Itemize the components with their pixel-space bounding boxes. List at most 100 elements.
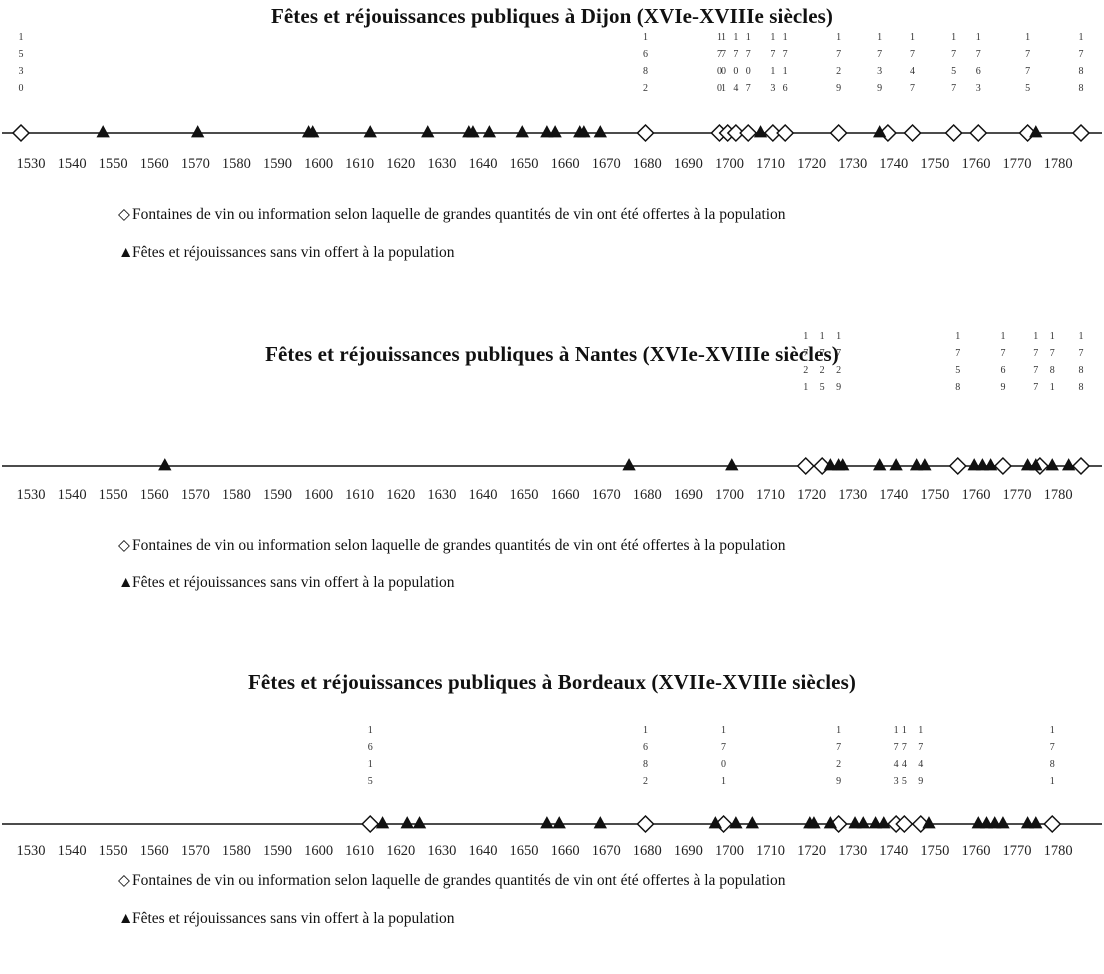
year-annotation-digit: 9 bbox=[836, 382, 841, 393]
year-annotation-digit: 4 bbox=[910, 66, 915, 77]
x-tick-label: 1680 bbox=[633, 487, 662, 503]
celebration-point bbox=[548, 125, 562, 138]
year-annotation-digit: 4 bbox=[733, 83, 738, 94]
celebration-point bbox=[922, 816, 936, 829]
x-tick-label: 1690 bbox=[674, 156, 703, 172]
celebration-point bbox=[593, 816, 607, 829]
year-annotation-digit: 0 bbox=[717, 83, 722, 94]
year-annotation-digit: 6 bbox=[976, 66, 981, 77]
year-annotation-digit: 1 bbox=[643, 32, 648, 43]
year-annotation-digit: 1 bbox=[803, 331, 808, 342]
x-tick-label: 1690 bbox=[674, 487, 703, 503]
year-annotation-digit: 2 bbox=[836, 759, 841, 770]
x-tick-label: 1640 bbox=[468, 156, 497, 172]
year-annotation-digit: 1 bbox=[643, 725, 648, 736]
x-tick-label: 1740 bbox=[879, 487, 908, 503]
year-annotation: 1700 bbox=[717, 32, 722, 94]
diamond-icon: ◇ bbox=[118, 537, 130, 554]
wine-fountain-point bbox=[969, 123, 988, 143]
x-tick-label: 1570 bbox=[181, 156, 210, 172]
year-annotation-digit: 7 bbox=[1050, 742, 1055, 753]
year-annotation-digit: 1 bbox=[368, 725, 373, 736]
x-tick-label: 1650 bbox=[510, 487, 539, 503]
x-tick-label: 1740 bbox=[879, 843, 908, 859]
year-annotation-digit: 7 bbox=[1000, 348, 1005, 359]
x-tick-label: 1760 bbox=[961, 843, 990, 859]
celebration-point bbox=[552, 816, 566, 829]
celebration-point bbox=[856, 816, 870, 829]
legend-wine-text: Fontaines de vin ou information selon la… bbox=[132, 206, 786, 223]
legend-nowine-bordeaux: ▲Fêtes et réjouissances sans vin offert … bbox=[118, 910, 455, 928]
x-tick-label: 1590 bbox=[263, 487, 292, 503]
year-annotation-digit: 7 bbox=[1033, 365, 1038, 376]
year-annotation-digit: 5 bbox=[820, 382, 825, 393]
year-annotation-digit: 1 bbox=[820, 331, 825, 342]
x-tick-label: 1530 bbox=[17, 843, 46, 859]
x-tick-label: 1570 bbox=[181, 487, 210, 503]
wine-fountain-point bbox=[636, 814, 655, 834]
year-annotation-digit: 8 bbox=[1050, 759, 1055, 770]
chart-panel-bordeaux: Fêtes et réjouissances publiques à Borde… bbox=[0, 648, 1104, 972]
year-annotation-digit: 5 bbox=[1025, 83, 1030, 94]
year-annotation-digit: 4 bbox=[894, 759, 899, 770]
year-annotation-digit: 7 bbox=[1033, 348, 1038, 359]
celebration-point bbox=[873, 125, 887, 138]
celebration-point bbox=[918, 458, 932, 471]
celebration-point bbox=[1062, 458, 1076, 471]
legend-nowine-text: Fêtes et réjouissances sans vin offert à… bbox=[132, 244, 455, 261]
celebration-point bbox=[889, 458, 903, 471]
x-tick-label: 1750 bbox=[920, 156, 949, 172]
wine-fountain-point bbox=[993, 456, 1012, 476]
year-annotation-digit: 7 bbox=[1025, 66, 1030, 77]
legend-wine-dijon: ◇ Fontaines de vin ou information selon l… bbox=[118, 205, 786, 224]
x-tick-label: 1700 bbox=[715, 156, 744, 172]
x-tick-label: 1580 bbox=[222, 843, 251, 859]
x-tick-label: 1750 bbox=[920, 843, 949, 859]
year-annotation-digit: 1 bbox=[1000, 331, 1005, 342]
year-annotation-digit: 1 bbox=[910, 32, 915, 43]
celebration-point bbox=[1020, 458, 1035, 471]
year-annotation-digit: 8 bbox=[1079, 365, 1084, 376]
celebration-point bbox=[971, 816, 985, 829]
year-annotation-digit: 9 bbox=[836, 83, 841, 94]
year-annotation-digit: 1 bbox=[1050, 331, 1055, 342]
wine-fountain-point bbox=[636, 123, 655, 143]
wine-fountain-point bbox=[726, 123, 745, 143]
year-annotation-digit: 1 bbox=[1050, 725, 1055, 736]
year-annotation-digit: 9 bbox=[918, 776, 923, 787]
celebration-point bbox=[848, 816, 862, 829]
legend-wine-nantes: ◇ Fontaines de vin ou information selon l… bbox=[118, 536, 786, 555]
x-tick-label: 1600 bbox=[304, 156, 333, 172]
x-tick-label: 1650 bbox=[510, 156, 539, 172]
year-annotation-digit: 1 bbox=[976, 32, 981, 43]
year-annotation-digit: 1 bbox=[783, 32, 788, 43]
year-annotation-digit: 1 bbox=[836, 32, 841, 43]
year-annotation-digit: 5 bbox=[955, 365, 960, 376]
celebration-point bbox=[823, 816, 838, 829]
celebration-point bbox=[306, 125, 320, 138]
celebration-point bbox=[708, 816, 723, 829]
year-annotation-digit: 7 bbox=[910, 83, 915, 94]
year-annotation-digit: 2 bbox=[836, 66, 841, 77]
wine-fountain-point bbox=[361, 814, 380, 834]
celebration-point bbox=[190, 125, 205, 138]
celebration-point bbox=[540, 125, 554, 138]
timeline-nantes: 1530 1540 1550 1560 1570 1580 1590 1600 1610 1620… bbox=[2, 331, 1102, 503]
x-tick-label: 1640 bbox=[468, 843, 497, 859]
wine-fountain-point bbox=[944, 123, 963, 143]
x-tick-label: 1560 bbox=[140, 156, 169, 172]
x-tick-label: 1740 bbox=[879, 156, 908, 172]
year-annotation-digit: 5 bbox=[19, 49, 24, 60]
year-annotation-digit: 4 bbox=[918, 759, 923, 770]
